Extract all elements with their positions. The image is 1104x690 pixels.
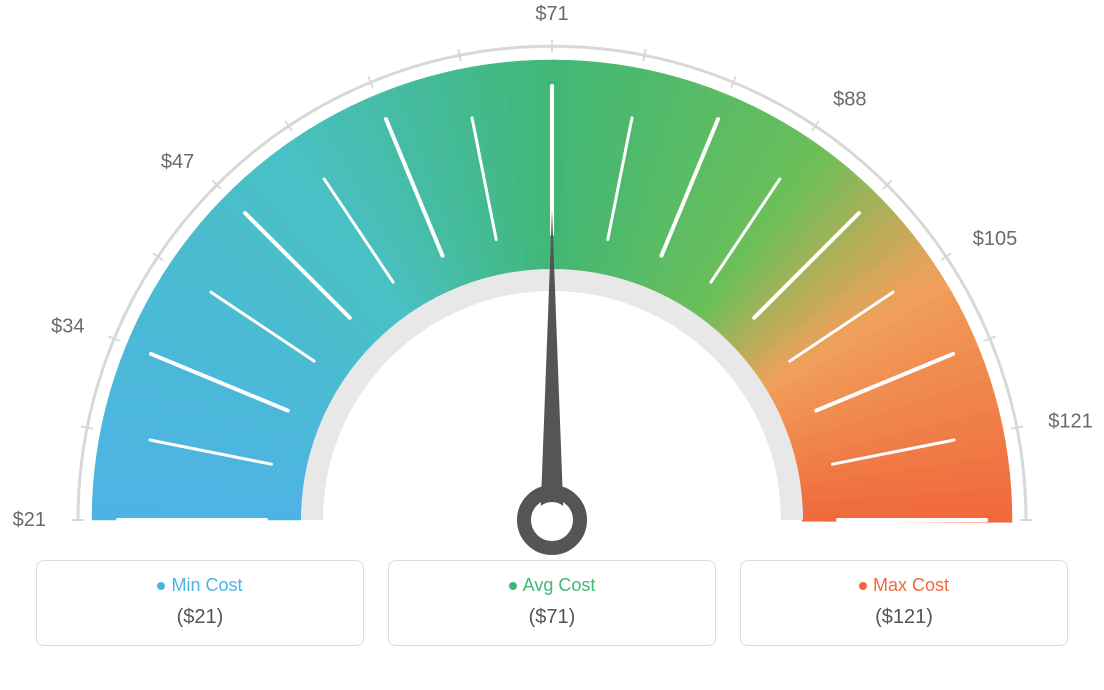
legend-dot-avg xyxy=(509,582,517,590)
legend-card-min: Min Cost ($21) xyxy=(36,560,364,646)
legend-label-max: Max Cost xyxy=(873,575,949,596)
legend-title-max: Max Cost xyxy=(859,575,949,596)
gauge-chart: $21 $34 $47 $71 $88 $105 $121 xyxy=(0,0,1104,560)
legend-value-min: ($21) xyxy=(177,606,224,629)
legend-value-max: ($121) xyxy=(875,606,933,629)
svg-text:$105: $105 xyxy=(973,228,1018,250)
svg-text:$34: $34 xyxy=(51,315,84,337)
legend-card-avg: Avg Cost ($71) xyxy=(388,560,716,646)
svg-text:$88: $88 xyxy=(833,88,866,110)
svg-text:$47: $47 xyxy=(161,151,194,173)
svg-text:$121: $121 xyxy=(1048,410,1093,432)
legend-card-max: Max Cost ($121) xyxy=(740,560,1068,646)
legend-row: Min Cost ($21) Avg Cost ($71) Max Cost (… xyxy=(0,560,1104,646)
legend-label-avg: Avg Cost xyxy=(523,575,596,596)
legend-title-min: Min Cost xyxy=(157,575,242,596)
svg-text:$21: $21 xyxy=(13,509,46,531)
legend-dot-min xyxy=(157,582,165,590)
legend-title-avg: Avg Cost xyxy=(509,575,596,596)
legend-dot-max xyxy=(859,582,867,590)
legend-label-min: Min Cost xyxy=(171,575,242,596)
legend-value-avg: ($71) xyxy=(529,606,576,629)
gauge-svg: $21 $34 $47 $71 $88 $105 $121 xyxy=(0,0,1104,560)
svg-text:$71: $71 xyxy=(535,3,568,25)
